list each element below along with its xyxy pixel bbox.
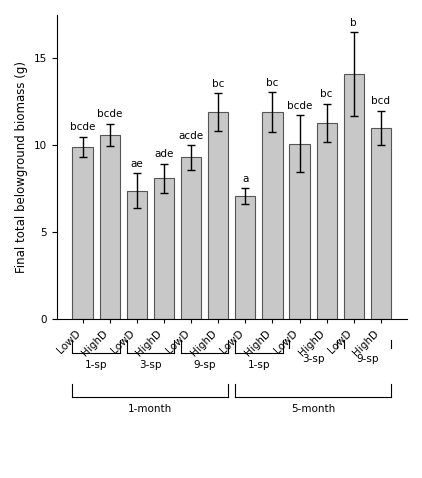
Text: 1-month: 1-month bbox=[128, 404, 173, 414]
Bar bbox=[235, 196, 255, 319]
Text: bc: bc bbox=[266, 78, 279, 88]
Text: 3-sp: 3-sp bbox=[302, 354, 325, 364]
Text: 3-sp: 3-sp bbox=[139, 360, 162, 370]
Y-axis label: Final total belowground biomass (g): Final total belowground biomass (g) bbox=[15, 61, 28, 273]
Bar bbox=[316, 123, 337, 319]
Text: bcd: bcd bbox=[371, 96, 390, 106]
Bar bbox=[208, 112, 228, 319]
Text: bc: bc bbox=[212, 79, 225, 89]
Text: 1-sp: 1-sp bbox=[248, 360, 270, 370]
Text: ae: ae bbox=[130, 159, 143, 169]
Bar bbox=[289, 143, 310, 319]
Bar bbox=[100, 135, 120, 319]
Bar bbox=[262, 112, 283, 319]
Text: a: a bbox=[242, 174, 249, 184]
Bar bbox=[371, 128, 391, 319]
Text: b: b bbox=[351, 18, 357, 28]
Text: 5-month: 5-month bbox=[291, 404, 335, 414]
Text: bcde: bcde bbox=[70, 122, 95, 132]
Text: bcde: bcde bbox=[287, 100, 312, 110]
Bar bbox=[181, 157, 201, 319]
Text: ade: ade bbox=[154, 149, 174, 159]
Bar bbox=[154, 178, 174, 319]
Text: acde: acde bbox=[179, 131, 204, 141]
Text: 9-sp: 9-sp bbox=[356, 354, 379, 364]
Text: 9-sp: 9-sp bbox=[193, 360, 216, 370]
Text: bcde: bcde bbox=[97, 109, 122, 120]
Text: 1-sp: 1-sp bbox=[85, 360, 108, 370]
Bar bbox=[344, 74, 364, 319]
Text: bc: bc bbox=[320, 89, 333, 99]
Bar bbox=[73, 147, 93, 319]
Bar bbox=[127, 191, 147, 319]
